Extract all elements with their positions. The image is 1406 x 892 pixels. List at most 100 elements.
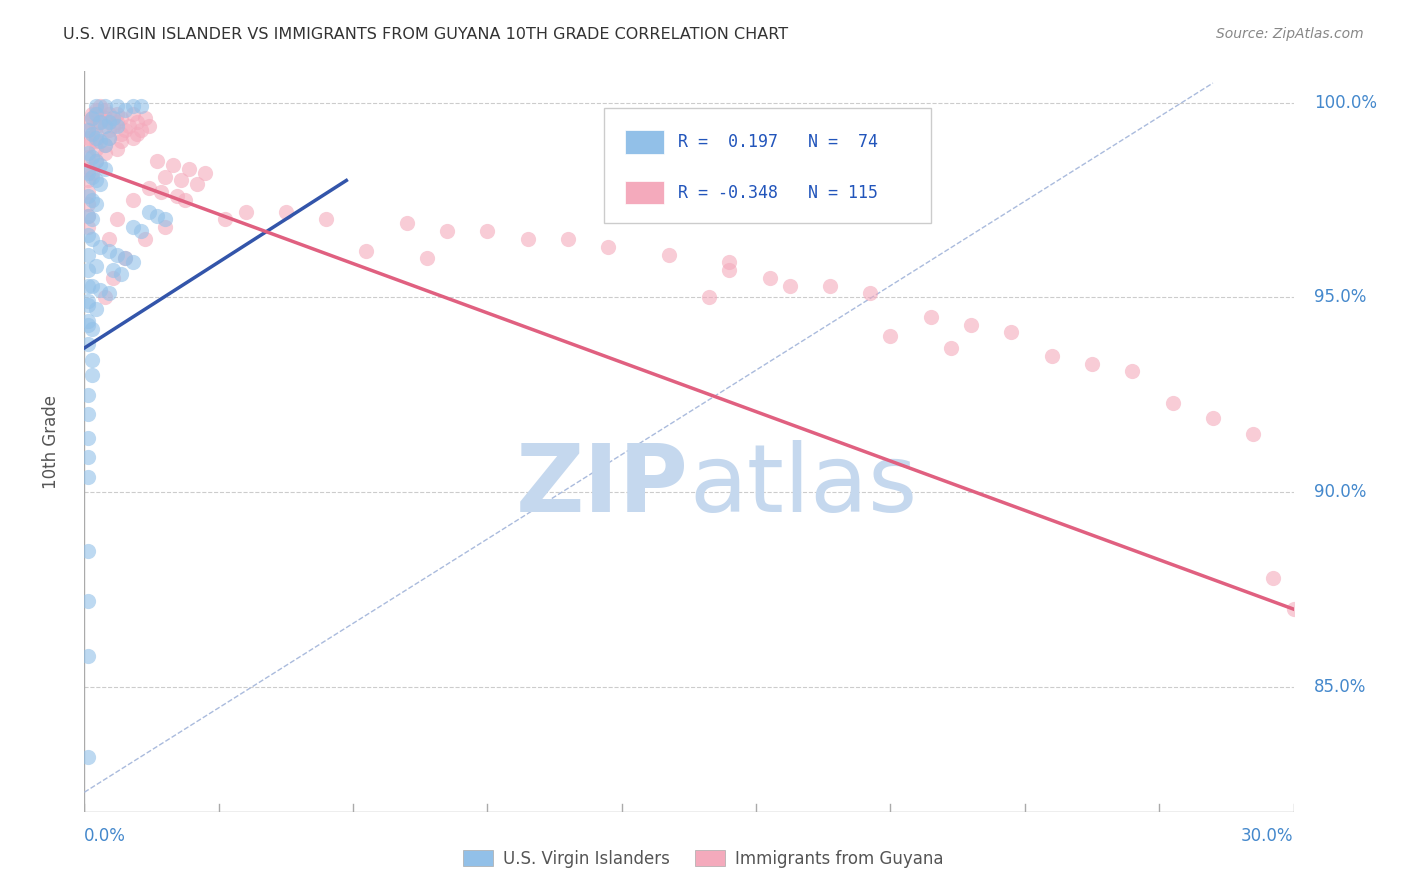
Point <box>77 337 100 351</box>
Point <box>93 161 115 176</box>
Point <box>97 286 120 301</box>
Point <box>77 189 100 203</box>
Point <box>214 212 236 227</box>
Point <box>121 130 143 145</box>
Point <box>516 232 538 246</box>
Point <box>1081 357 1104 371</box>
Point <box>118 119 141 133</box>
Point <box>146 153 169 168</box>
Point <box>697 290 720 304</box>
Text: 0.0%: 0.0% <box>84 827 127 846</box>
Point <box>82 111 104 125</box>
Text: 90.0%: 90.0% <box>1313 483 1367 501</box>
Point <box>77 750 100 764</box>
Text: Source: ZipAtlas.com: Source: ZipAtlas.com <box>1216 27 1364 41</box>
Bar <box>624 181 664 204</box>
Point <box>718 255 741 269</box>
Point <box>97 232 120 246</box>
Text: R =  0.197   N =  74: R = 0.197 N = 74 <box>678 133 879 151</box>
Point <box>77 263 100 277</box>
Point <box>77 469 100 483</box>
Point <box>121 99 143 113</box>
Point <box>97 107 120 121</box>
Point <box>89 240 111 254</box>
Point <box>77 185 100 199</box>
Point <box>101 119 124 133</box>
Point <box>274 204 297 219</box>
Point <box>82 368 104 383</box>
Text: ZIP: ZIP <box>516 440 689 532</box>
Point <box>105 115 128 129</box>
Point <box>315 212 337 227</box>
Point <box>86 153 108 168</box>
Point <box>77 197 100 211</box>
Point <box>138 204 160 219</box>
Point <box>89 178 111 192</box>
Point <box>77 247 100 261</box>
Point <box>77 209 100 223</box>
Point <box>105 119 128 133</box>
Point <box>105 107 128 121</box>
Point <box>82 150 104 164</box>
Point <box>477 224 499 238</box>
Point <box>82 127 104 141</box>
Point <box>1263 571 1285 585</box>
Point <box>93 138 115 153</box>
Point <box>97 244 120 258</box>
Point <box>89 115 111 129</box>
Point <box>1040 349 1063 363</box>
Point <box>101 271 124 285</box>
Point <box>77 227 100 242</box>
Point <box>77 594 100 608</box>
Point <box>121 220 143 235</box>
Point <box>86 153 108 168</box>
Point <box>82 166 104 180</box>
Point <box>77 161 100 176</box>
Point <box>557 232 579 246</box>
Point <box>77 209 100 223</box>
Point <box>89 115 111 129</box>
Point <box>82 107 104 121</box>
Point <box>105 247 128 261</box>
Point <box>939 341 962 355</box>
Point <box>82 111 104 125</box>
Point <box>125 115 148 129</box>
Point <box>166 189 188 203</box>
Point <box>93 138 115 153</box>
Text: R = -0.348   N = 115: R = -0.348 N = 115 <box>678 184 879 202</box>
Point <box>77 150 100 164</box>
Point <box>153 212 176 227</box>
Point <box>86 135 108 149</box>
Point <box>153 169 176 184</box>
Point <box>86 259 108 273</box>
Point <box>110 267 132 281</box>
Point <box>129 99 152 113</box>
Point <box>598 240 620 254</box>
Text: atlas: atlas <box>689 440 917 532</box>
Point <box>114 123 136 137</box>
Point <box>82 169 104 184</box>
Point <box>105 99 128 113</box>
Point <box>162 158 184 172</box>
Point <box>105 142 128 156</box>
Bar <box>624 130 664 154</box>
Point <box>121 255 143 269</box>
Point <box>97 123 120 137</box>
Point <box>149 185 172 199</box>
Text: 85.0%: 85.0% <box>1313 678 1367 696</box>
Point <box>77 173 100 187</box>
Point <box>138 181 160 195</box>
Point <box>77 123 100 137</box>
Point <box>97 130 120 145</box>
Point <box>129 123 152 137</box>
Point <box>186 178 208 192</box>
Point <box>153 220 176 235</box>
Point <box>86 173 108 187</box>
Point <box>82 212 104 227</box>
Point <box>114 103 136 118</box>
Point <box>77 278 100 293</box>
Point <box>170 173 193 187</box>
Legend: U.S. Virgin Islanders, Immigrants from Guyana: U.S. Virgin Islanders, Immigrants from G… <box>456 844 950 875</box>
Point <box>93 103 115 118</box>
Point <box>179 161 201 176</box>
